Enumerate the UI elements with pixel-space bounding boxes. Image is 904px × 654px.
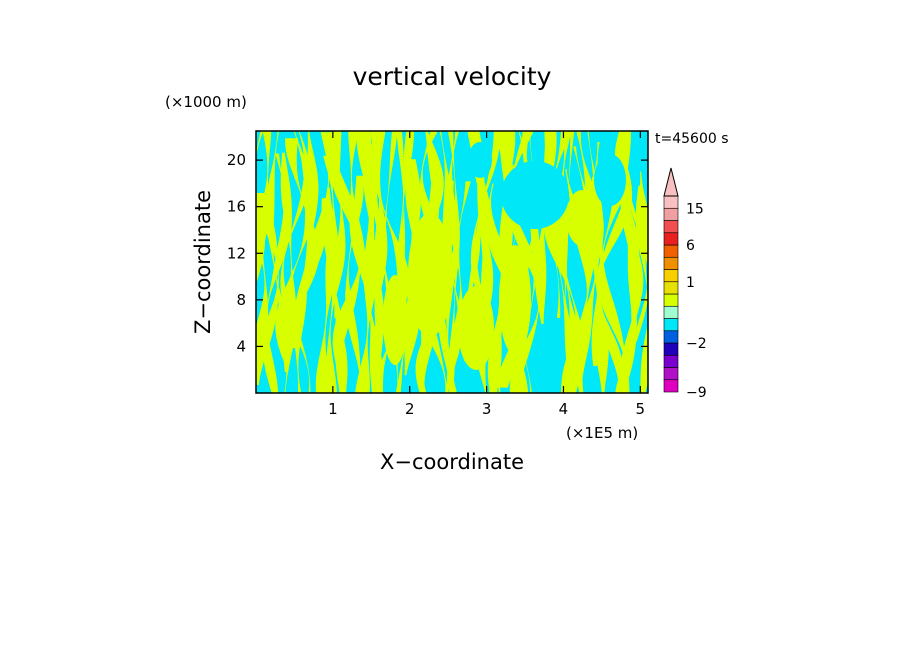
updraft-streak bbox=[447, 131, 460, 393]
colorbar-segment bbox=[663, 379, 679, 393]
updraft-streak bbox=[280, 131, 311, 393]
updraft-streak bbox=[534, 131, 557, 324]
updraft-streak bbox=[363, 131, 385, 393]
updraft-streak bbox=[470, 131, 494, 348]
colorbar-segment bbox=[663, 342, 679, 356]
colorbar-segment bbox=[663, 354, 679, 368]
colorbar-segment bbox=[663, 220, 679, 234]
updraft-streak bbox=[355, 131, 379, 393]
colorbar-segment bbox=[663, 330, 679, 344]
colorbar-segment bbox=[663, 207, 679, 221]
y-tick-label: 4 bbox=[236, 337, 246, 355]
colorbar-extend-arrow bbox=[663, 167, 679, 197]
updraft-streak bbox=[563, 131, 575, 393]
updraft-streak bbox=[597, 175, 630, 393]
updraft-streak bbox=[486, 183, 518, 388]
updraft-streak bbox=[256, 131, 269, 363]
colorbar-label: −2 bbox=[686, 336, 707, 352]
x-tick-label: 1 bbox=[328, 400, 338, 418]
x-tick-label: 2 bbox=[405, 400, 415, 418]
y-unit-label: (×1000 m) bbox=[165, 93, 247, 111]
colorbar-segment bbox=[663, 293, 679, 307]
updraft-streak bbox=[376, 131, 398, 393]
updraft-streak bbox=[275, 131, 317, 366]
plot-frame bbox=[255, 130, 649, 394]
colorbar: −9 −2 1 6 15 bbox=[663, 167, 707, 401]
updraft-streak bbox=[639, 171, 648, 393]
velocity-field bbox=[256, 131, 648, 393]
updraft-streak bbox=[513, 131, 540, 393]
colorbar-segment bbox=[663, 281, 679, 295]
updraft-streak bbox=[280, 152, 297, 393]
x-unit-label: (×1E5 m) bbox=[566, 424, 638, 442]
colorbar-segment bbox=[663, 367, 679, 381]
downdraft-region bbox=[468, 142, 492, 178]
x-axis-label: X−coordinate bbox=[380, 450, 524, 474]
colorbar-segment bbox=[663, 256, 679, 270]
y-tick-label: 16 bbox=[227, 198, 246, 216]
updraft-streak bbox=[623, 131, 648, 342]
updraft-region bbox=[458, 286, 494, 370]
x-tick-label: 5 bbox=[636, 400, 646, 418]
y-axis-label: Z−coordinate bbox=[191, 190, 215, 334]
y-tick-label: 12 bbox=[227, 244, 246, 262]
updraft-streak bbox=[293, 131, 319, 393]
colorbar-segment bbox=[663, 318, 679, 332]
x-tick-label: 3 bbox=[482, 400, 492, 418]
colorbar-segment bbox=[663, 269, 679, 283]
colorbar-segment bbox=[663, 244, 679, 258]
colorbar-label: 15 bbox=[686, 201, 704, 217]
time-label: t=45600 s bbox=[655, 131, 729, 147]
x-tick-label: 4 bbox=[559, 400, 569, 418]
chart-title: vertical velocity bbox=[353, 62, 552, 91]
updraft-streak bbox=[415, 131, 449, 393]
updraft-streak bbox=[397, 131, 415, 318]
colorbar-label: −9 bbox=[686, 385, 707, 401]
updraft-streak bbox=[369, 131, 410, 393]
colorbar-label: 1 bbox=[686, 275, 695, 291]
updraft-region bbox=[383, 275, 407, 365]
colorbar-segment bbox=[663, 305, 679, 319]
colorbar-label: 6 bbox=[686, 238, 695, 254]
updraft-streak bbox=[262, 153, 291, 393]
colorbar-segment bbox=[663, 195, 679, 209]
updraft-region bbox=[499, 245, 531, 355]
updraft-region bbox=[566, 190, 598, 246]
y-tick-label: 8 bbox=[236, 291, 246, 309]
colorbar-segment bbox=[663, 232, 679, 246]
updraft-streak bbox=[290, 132, 334, 349]
updraft-region bbox=[408, 213, 452, 337]
downdraft-region bbox=[594, 154, 626, 206]
y-tick-label: 20 bbox=[227, 151, 246, 169]
downdraft-region bbox=[501, 161, 569, 229]
